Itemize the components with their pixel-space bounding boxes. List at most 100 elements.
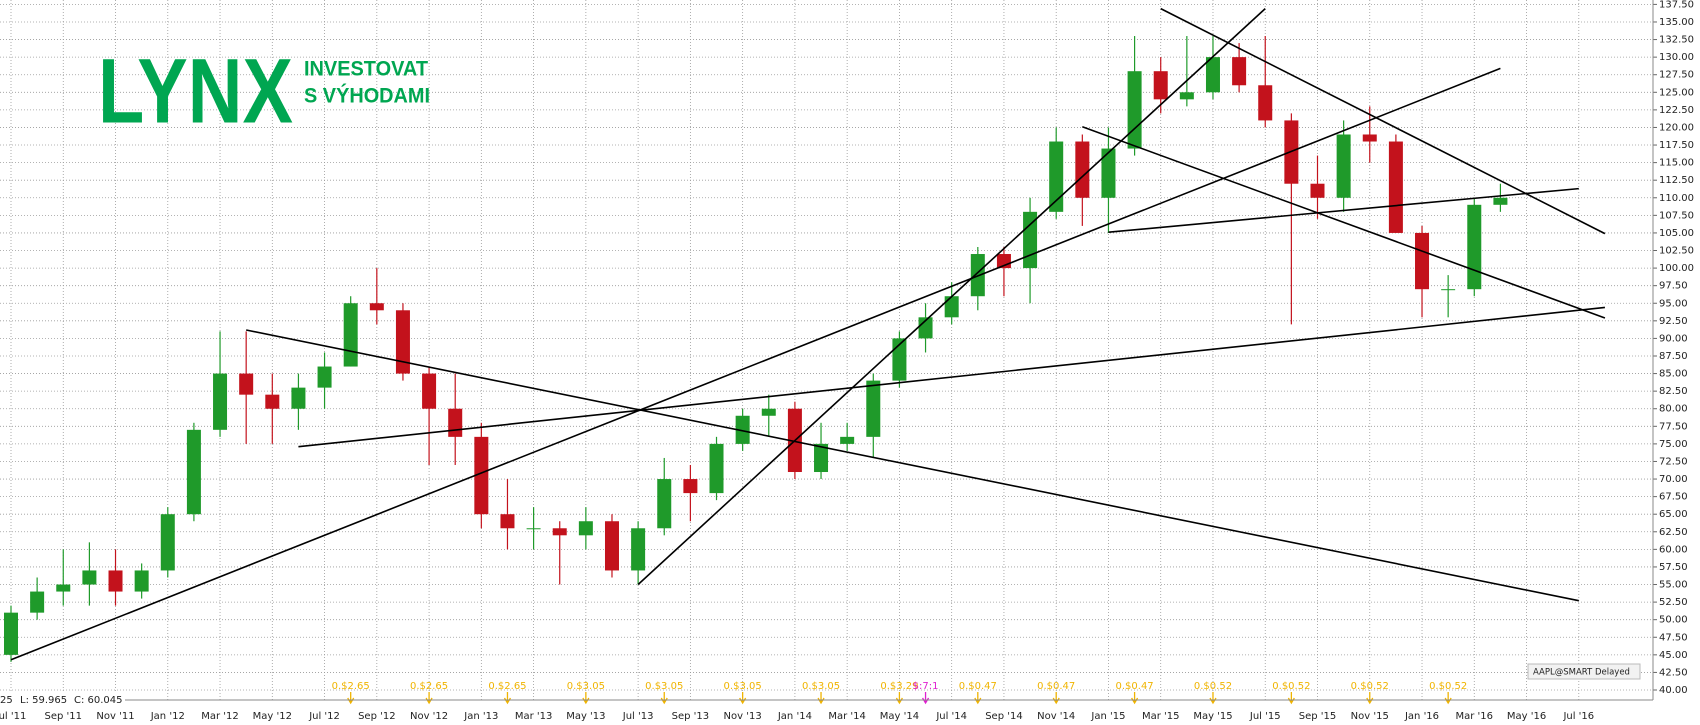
x-tick-label: Jul '13 (622, 711, 654, 722)
candle-body (108, 570, 123, 592)
candle-body (1153, 71, 1168, 100)
y-tick-label: 55.00 (1659, 580, 1688, 591)
y-tick-label: 92.50 (1659, 316, 1688, 327)
y-tick-label: 82.50 (1659, 386, 1688, 397)
candle-body (840, 436, 855, 444)
y-tick-label: 85.00 (1659, 369, 1688, 380)
event-label: 0.$2.65 (410, 681, 448, 692)
candle-body (186, 429, 201, 515)
candle-body (526, 528, 541, 530)
candle-body (866, 380, 881, 437)
x-tick-label: May '14 (880, 711, 919, 722)
candle-body (56, 584, 71, 592)
candle-body (317, 366, 332, 388)
x-tick-label: Jan '12 (150, 711, 185, 722)
candle-body (395, 310, 410, 374)
x-tick-label: Nov '12 (410, 711, 448, 722)
symbol-badge (1527, 663, 1641, 680)
event-label: 0.$0.47 (1037, 681, 1075, 692)
candle-body (657, 479, 672, 529)
candle-body (683, 479, 698, 494)
candle-body (944, 296, 959, 318)
candle-body (1101, 148, 1116, 198)
y-tick-label: 65.00 (1659, 509, 1688, 520)
x-tick-label: Sep '15 (1299, 711, 1337, 722)
candle-body (578, 521, 593, 536)
y-tick-label: 47.50 (1659, 632, 1688, 643)
candle-body (1049, 141, 1064, 212)
trendline (298, 306, 1606, 448)
logo-brand: LYNX (98, 40, 293, 142)
y-tick-label: 42.50 (1659, 667, 1688, 678)
x-tick-label: Jan '16 (1404, 711, 1439, 722)
event-label: 0.$3.05 (802, 681, 840, 692)
event-label: 0.$3.05 (567, 681, 605, 692)
event-label: 0.$3.29 (880, 681, 918, 692)
x-tick-label: Sep '13 (672, 711, 710, 722)
y-tick-label: 132.50 (1659, 35, 1694, 46)
candle-body (1336, 134, 1351, 198)
candle-body (814, 443, 829, 473)
y-tick-label: 52.50 (1659, 597, 1688, 608)
y-tick-label: 57.50 (1659, 562, 1688, 573)
event-label: 0.$0.47 (959, 681, 997, 692)
y-tick-label: 60.00 (1659, 544, 1688, 555)
event-label: 0.$0.52 (1272, 681, 1310, 692)
candle-body (213, 373, 228, 430)
x-tick-label: Jul '15 (1249, 711, 1281, 722)
y-tick-label: 40.00 (1659, 685, 1688, 696)
logo-line: INVESTOVAT (304, 58, 428, 81)
x-tick-label: Nov '15 (1351, 711, 1389, 722)
candle-body (1493, 197, 1508, 205)
candle-body (552, 528, 567, 536)
candle-body (239, 373, 254, 395)
candle-body (761, 408, 776, 416)
candles (4, 36, 1508, 662)
x-tick-label: Mar '13 (515, 711, 553, 722)
event-label: 0.$0.52 (1429, 681, 1467, 692)
y-tick-label: 87.50 (1659, 351, 1688, 362)
y-tick-label: 115.00 (1659, 158, 1694, 169)
x-tick-label: Jul '11 (0, 711, 26, 722)
x-tick-label: Sep '14 (985, 711, 1023, 722)
y-tick-label: 75.00 (1659, 439, 1688, 450)
x-tick-label: May '16 (1507, 711, 1546, 722)
candle-body (631, 528, 646, 571)
y-tick-label: 90.00 (1659, 333, 1688, 344)
candle-body (1205, 57, 1220, 93)
trendline (1082, 126, 1606, 319)
candle-body (291, 387, 306, 409)
candle-body (709, 443, 724, 494)
candle-body (1232, 57, 1247, 86)
event-label: 0.$0.52 (1194, 681, 1232, 692)
y-tick-label: 97.50 (1659, 281, 1688, 292)
event-label: 0.$3.05 (724, 681, 762, 692)
candle-body (1467, 204, 1482, 290)
y-tick-label: 112.50 (1659, 175, 1694, 186)
candle-body (265, 394, 280, 409)
x-tick-label: Jul '12 (308, 711, 340, 722)
trendline (1160, 7, 1606, 235)
event-label: 0.$3.05 (645, 681, 683, 692)
candle-body (343, 303, 358, 367)
trendline (637, 8, 1266, 586)
candle-body (1441, 289, 1456, 291)
x-tick-label: Mar '15 (1142, 711, 1180, 722)
candle-body (4, 612, 18, 655)
x-tick-label: Sep '12 (358, 711, 396, 722)
candle-body (892, 338, 907, 381)
candle-body (1179, 92, 1194, 100)
candle-body (604, 521, 619, 571)
x-tick-label: Jan '15 (1090, 711, 1125, 722)
x-tick-label: Jul '16 (1562, 711, 1594, 722)
candle-body (1127, 71, 1142, 149)
y-tick-label: 117.50 (1659, 140, 1694, 151)
x-tick-label: Sep '11 (45, 711, 83, 722)
y-tick-label: 107.50 (1659, 210, 1694, 221)
candle-body (160, 514, 175, 571)
status-bg (0, 692, 125, 706)
